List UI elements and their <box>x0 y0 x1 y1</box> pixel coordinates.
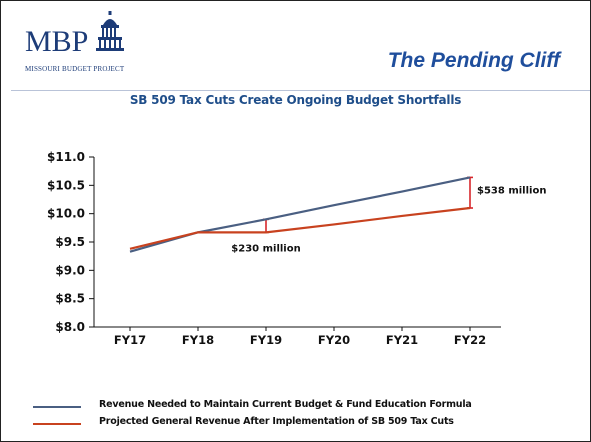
x-tick-label: FY18 <box>182 333 214 347</box>
y-tick-label: $11.0 <box>47 150 85 164</box>
logo-text: MBP <box>25 25 89 58</box>
header: MBP MISSOURI BUDGET PROJECT The Pending … <box>1 1 590 90</box>
x-tick-label: FY17 <box>114 333 146 347</box>
slide-title: The Pending Cliff <box>387 49 560 72</box>
header-divider <box>11 90 590 91</box>
logo-subtext: MISSOURI BUDGET PROJECT <box>25 65 125 73</box>
line-chart: $11.0 $10.5 $10.0 $9.5 $9.0 $8.5 $8.0 FY17 FY18 F… <box>47 150 546 347</box>
y-tick-label: $9.5 <box>55 235 85 249</box>
y-tick-label: $8.0 <box>55 320 85 334</box>
series-line-projected <box>129 206 471 250</box>
chart-title: SB 509 Tax Cuts Create Ongoing Budget Sh… <box>129 93 462 107</box>
logo: MBP MISSOURI BUDGET PROJECT <box>25 11 145 73</box>
annotation-label: $538 million <box>477 185 546 196</box>
x-tick-label: FY20 <box>318 333 350 347</box>
y-tick-label: $10.5 <box>47 178 85 192</box>
legend-label-projected: Projected General Revenue After Implemen… <box>99 416 454 427</box>
legend-swatch-needed <box>33 406 81 408</box>
y-tick-label: $8.5 <box>55 292 85 306</box>
y-tick-label: $9.0 <box>55 263 85 277</box>
capitol-dome-icon <box>96 11 124 51</box>
legend-label-needed: Revenue Needed to Maintain Current Budge… <box>99 399 472 410</box>
y-tick-label: $10.0 <box>47 207 85 221</box>
x-tick-label: FY22 <box>454 333 486 347</box>
annotation-label: $230 million <box>231 243 300 254</box>
legend-swatch-projected <box>33 423 81 425</box>
x-tick-label: FY21 <box>386 333 418 347</box>
x-tick-label: FY19 <box>250 333 282 347</box>
